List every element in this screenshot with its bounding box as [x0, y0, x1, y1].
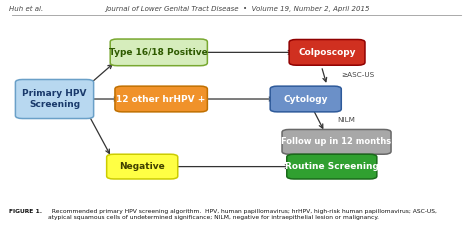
- FancyBboxPatch shape: [287, 154, 377, 179]
- FancyBboxPatch shape: [15, 79, 94, 119]
- Text: Recommended primary HPV screening algorithm.  HPV, human papillomavirus; hrHPV, : Recommended primary HPV screening algori…: [48, 209, 437, 220]
- Text: 12 other hrHPV +: 12 other hrHPV +: [117, 94, 206, 104]
- Text: Routine Screening: Routine Screening: [285, 162, 379, 171]
- Text: Cytology: Cytology: [283, 94, 328, 104]
- FancyBboxPatch shape: [107, 154, 178, 179]
- Text: ≥ASC-US: ≥ASC-US: [341, 72, 374, 78]
- FancyBboxPatch shape: [110, 39, 207, 66]
- FancyBboxPatch shape: [289, 40, 365, 65]
- Text: Type 16/18 Positive: Type 16/18 Positive: [109, 48, 208, 57]
- Text: Negative: Negative: [119, 162, 165, 171]
- FancyBboxPatch shape: [282, 129, 391, 154]
- Text: Primary HPV
Screening: Primary HPV Screening: [22, 89, 87, 109]
- Text: Follow up in 12 months: Follow up in 12 months: [282, 137, 392, 146]
- Text: NILM: NILM: [337, 117, 356, 123]
- Text: Huh et al.: Huh et al.: [9, 6, 44, 12]
- FancyBboxPatch shape: [270, 86, 341, 112]
- Text: FIGURE 1.: FIGURE 1.: [9, 209, 43, 214]
- Text: Colposcopy: Colposcopy: [298, 48, 356, 57]
- FancyBboxPatch shape: [115, 86, 207, 112]
- Text: Journal of Lower Genital Tract Disease  •  Volume 19, Number 2, April 2015: Journal of Lower Genital Tract Disease •…: [105, 6, 369, 12]
